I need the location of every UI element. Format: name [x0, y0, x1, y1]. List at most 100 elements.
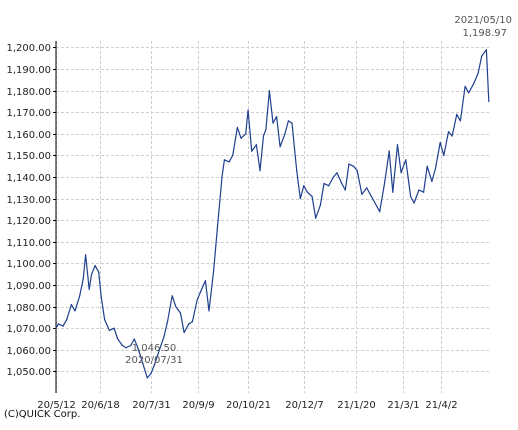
data-point	[104, 319, 106, 321]
data-point	[98, 271, 100, 273]
y-tick-label: 1,070.00	[6, 324, 51, 335]
data-point	[336, 172, 338, 174]
data-point	[276, 116, 278, 118]
data-point	[268, 90, 270, 92]
data-point	[443, 154, 445, 157]
x-tick-label: 20/12/7	[285, 400, 324, 411]
data-point	[265, 128, 267, 131]
data-point	[166, 321, 169, 323]
data-point	[311, 195, 313, 198]
data-point	[361, 193, 363, 195]
y-tick-label: 1,130.00	[6, 195, 51, 206]
data-point	[488, 100, 490, 103]
data-point	[456, 113, 458, 115]
data-point	[477, 72, 479, 74]
data-point	[88, 288, 90, 290]
data-point	[291, 122, 293, 124]
data-point	[121, 344, 123, 347]
data-point	[481, 55, 483, 57]
data-point	[153, 364, 155, 366]
data-point	[356, 170, 358, 172]
data-point	[191, 321, 193, 323]
y-tick-label: 1,140.00	[6, 173, 51, 184]
x-tick-label: 20/6/18	[81, 400, 120, 411]
y-tick-label: 1,170.00	[6, 108, 51, 119]
data-point	[79, 295, 81, 297]
data-point	[405, 159, 407, 161]
data-point	[439, 141, 441, 144]
data-point	[287, 120, 289, 122]
y-tick-label: 1,100.00	[6, 259, 51, 270]
data-point	[388, 150, 390, 152]
data-point	[392, 191, 394, 193]
data-point	[379, 211, 381, 213]
data-point	[447, 131, 450, 133]
data-point	[413, 202, 415, 204]
data-point	[204, 280, 206, 282]
data-point	[70, 303, 72, 306]
data-point	[400, 172, 402, 174]
data-point	[370, 195, 372, 198]
y-tick-label: 1,080.00	[6, 303, 51, 314]
data-point	[213, 269, 215, 271]
y-tick-label: 1,050.00	[6, 367, 51, 378]
data-point	[464, 85, 466, 87]
data-point	[434, 167, 437, 169]
x-tick-label: 20/10/21	[226, 400, 271, 411]
data-point	[328, 185, 330, 187]
data-point	[296, 170, 298, 172]
data-point	[157, 353, 159, 355]
min-annotation: 1,046.50 2020/07/31	[125, 343, 183, 366]
data-point	[319, 204, 321, 206]
data-point	[113, 327, 115, 329]
data-point	[315, 217, 317, 219]
data-point	[221, 176, 223, 178]
data-point	[62, 325, 64, 327]
y-tick-label: 1,160.00	[6, 130, 51, 141]
data-point	[74, 310, 76, 312]
data-point	[232, 154, 234, 157]
data-point	[344, 189, 346, 191]
data-point	[418, 189, 420, 191]
data-point	[262, 135, 265, 137]
y-tick-label: 1,090.00	[6, 281, 51, 292]
y-tick-label: 1,200.00	[6, 43, 51, 54]
price-series	[55, 49, 490, 379]
data-point	[459, 120, 461, 122]
data-point	[223, 159, 225, 161]
data-point	[303, 185, 305, 187]
data-point	[150, 373, 152, 375]
x-tick-label: 20/9/9	[182, 400, 214, 411]
data-point	[163, 336, 165, 338]
data-point	[183, 331, 185, 334]
data-point	[228, 161, 230, 163]
data-point	[200, 290, 202, 293]
data-point	[55, 327, 57, 329]
data-point	[146, 377, 148, 379]
data-point	[306, 191, 308, 193]
data-point	[196, 299, 198, 301]
data-point	[426, 165, 428, 167]
data-point	[142, 362, 144, 364]
data-point	[485, 49, 487, 51]
data-point	[299, 198, 301, 200]
data-point	[179, 312, 182, 314]
data-point	[332, 176, 335, 178]
data-point	[383, 182, 386, 185]
data-point	[323, 182, 325, 185]
data-point	[91, 273, 93, 275]
data-point	[255, 144, 257, 146]
data-point	[240, 137, 242, 139]
data-point	[85, 254, 87, 256]
y-tick-label: 1,110.00	[6, 238, 51, 249]
data-point	[171, 295, 173, 297]
max-annotation-date: 2021/05/10	[454, 15, 512, 26]
max-annotation-value: 1,198.97	[462, 28, 507, 39]
data-point	[341, 182, 343, 185]
data-point	[472, 83, 474, 85]
data-point	[410, 195, 412, 198]
data-point	[175, 306, 177, 308]
data-point	[284, 133, 286, 135]
data-point	[57, 323, 60, 325]
